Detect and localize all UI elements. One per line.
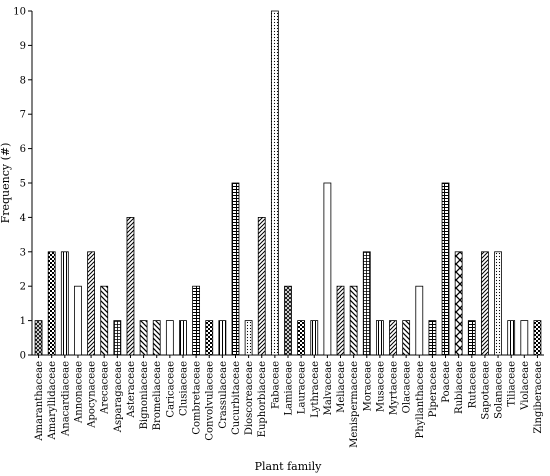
x-tick-label: Convolvulaceae (205, 361, 216, 441)
x-tick-label: Solanaceae (494, 361, 505, 419)
x-tick-label: Myrtaceae (389, 361, 400, 415)
bar-meliaceae (336, 285, 345, 356)
bar-fabaceae (270, 10, 279, 356)
bar-violaceae (520, 320, 529, 356)
x-tick-label: Dioscoreaceae (244, 361, 255, 435)
x-tick-label: Bignoniaceae (139, 361, 150, 429)
bar-anacardiaceae (60, 251, 69, 356)
bar-piperaceae (428, 320, 437, 356)
y-tick-label: 8 (20, 75, 26, 86)
x-tick-label: Violaceae (520, 361, 531, 411)
y-tick-label: 2 (20, 282, 26, 293)
x-tick-label: Rubiaceae (454, 361, 465, 414)
bar-zingiberaceae (533, 320, 542, 356)
x-tick-label: Apocynaceae (87, 361, 98, 429)
bars (34, 10, 542, 356)
x-tick-label: Arecaceae (100, 361, 111, 415)
bar-phyllanthaceae (415, 285, 424, 356)
bar-clusiaceae (179, 320, 187, 356)
bar-myrtaceae (389, 320, 397, 356)
x-tick-label: Anacardiaceae (60, 361, 71, 437)
x-tick-label: Crassulaceae (218, 361, 229, 429)
bar-dioscoreaceae (244, 320, 253, 356)
y-tick-label: 0 (20, 351, 26, 362)
x-tick-label: Musaceae (375, 361, 386, 412)
x-tick-label: Combretaceae (192, 361, 203, 435)
bar-tiliaceae (507, 320, 516, 356)
bar-crassulaceae (218, 320, 227, 356)
x-tick-label: Annonaceae (73, 361, 84, 424)
x-axis (32, 354, 544, 358)
bar-menispermaceae (349, 285, 358, 356)
x-tick-label: Lauraceae (297, 361, 308, 414)
x-tick-label: Rutaceae (467, 361, 478, 408)
x-tick-label: Menispermaceae (349, 361, 360, 448)
category-labels: Amaranthaceae Amaryllidaceae Anacardiaceae… (34, 361, 544, 448)
bar-amaryllidaceae (47, 251, 56, 356)
bar-apocynaceae (87, 251, 95, 356)
y-tick-label: 6 (20, 144, 26, 155)
x-tick-label: Asparagaceae (113, 361, 124, 433)
x-tick-label: Clusiaceae (178, 361, 189, 416)
x-tick-label: Meliaceae (336, 361, 347, 413)
bar-convolvulaceae (205, 320, 214, 356)
y-tick-label: 9 (20, 41, 26, 52)
x-tick-label: Poaceae (441, 361, 452, 403)
x-tick-label: Fabaceae (270, 361, 281, 409)
bar-combretaceae (192, 285, 201, 356)
y-tick-label: 7 (20, 110, 26, 121)
bar-malvaceae (323, 182, 332, 356)
x-tick-label: Caricaceae (165, 361, 176, 418)
x-tick-label: Zingiberaceae (533, 361, 544, 434)
x-tick-label: Lythraceae (310, 361, 321, 418)
y-tick-label: 5 (20, 179, 26, 190)
bar-rubiaceae (454, 251, 463, 356)
x-tick-label: Bromeliaceae (152, 361, 163, 430)
bar-caricaceae (165, 320, 174, 356)
bar-arecaceae (100, 285, 109, 356)
x-tick-label: Asteraceae (126, 361, 137, 419)
y-tick-label: 3 (20, 247, 26, 258)
x-tick-label: Amaryllidaceae (47, 361, 58, 441)
y-axis-label: Frequency (#) (0, 143, 12, 224)
y-tick-label: 10 (13, 7, 26, 18)
bar-bignoniaceae (139, 320, 148, 356)
x-tick-label: Olacaceae (402, 361, 413, 413)
x-tick-label: Phyllanthaceae (415, 361, 426, 439)
bar-amaranthaceae (34, 320, 43, 356)
x-tick-label: Amaranthaceae (34, 361, 45, 442)
bar-rutaceae (467, 320, 476, 356)
x-tick-label: Malvaceae (323, 361, 334, 415)
bar-lamiaceae (284, 285, 292, 356)
bar-cucurbitaceae (231, 182, 240, 356)
bar-asteraceae (126, 216, 135, 356)
bar-sapotaceae (481, 251, 489, 356)
bar-olacaceae (402, 320, 411, 356)
bar-lythraceae (310, 320, 319, 356)
bar-bromeliaceae (152, 320, 161, 356)
x-tick-label: Cucurbitaceae (231, 361, 242, 435)
bar-solanaceae (494, 251, 502, 356)
bar-asparagaceae (113, 320, 122, 356)
bar-lauraceae (297, 320, 306, 356)
bar-musaceae (375, 320, 384, 356)
y-tick-label: 4 (20, 213, 26, 224)
bar-poaceae (441, 182, 450, 356)
y-axis: 0 1 2 3 4 5 6 7 8 9 10 (13, 7, 33, 362)
x-tick-label: Moraceae (362, 361, 373, 411)
y-tick-label: 1 (20, 316, 26, 327)
x-tick-label: Piperaceae (428, 361, 439, 417)
x-tick-label: Euphorbiaceae (257, 361, 268, 437)
bar-euphorbiaceae (257, 216, 266, 356)
x-tick-label: Sapotaceae (480, 361, 491, 420)
x-tick-label: Lamiaceae (284, 361, 295, 416)
bar-annonaceae (74, 285, 82, 356)
bar-moraceae (362, 251, 371, 356)
x-axis-label: Plant family (255, 460, 323, 473)
x-tick-label: Tiliaceae (507, 361, 518, 407)
